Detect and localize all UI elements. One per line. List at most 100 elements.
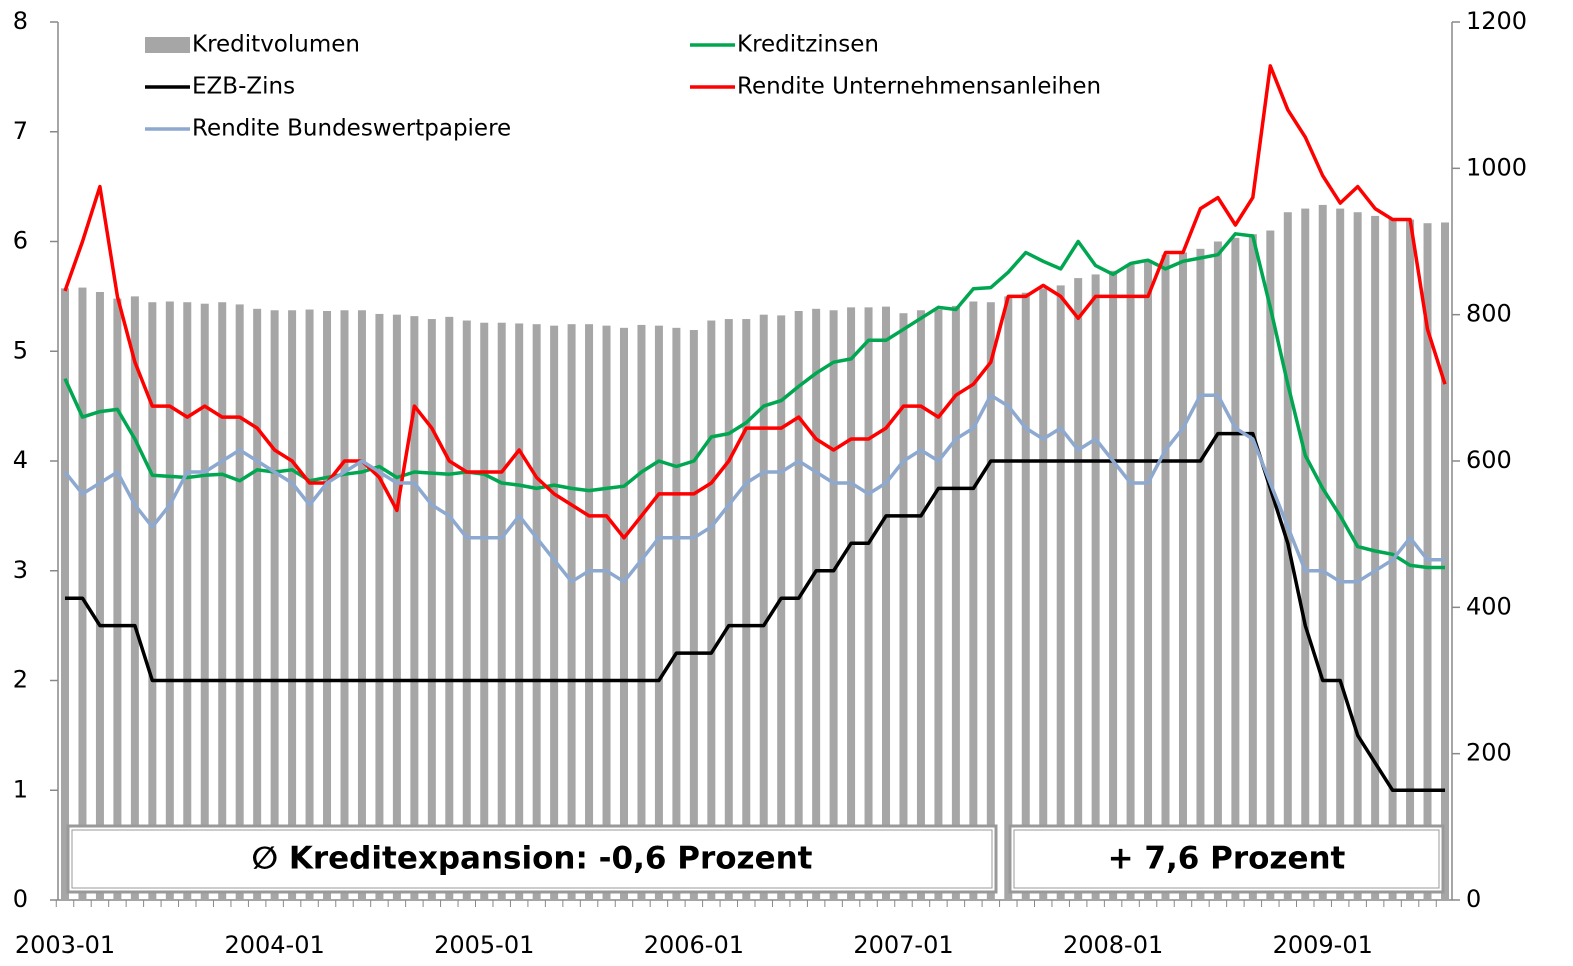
bar [585,324,594,900]
bar [847,307,856,901]
bar [882,306,891,900]
bar [602,325,611,900]
bar [1056,285,1065,900]
x-tick-label: 2009-01 [1273,931,1373,959]
bar [1423,223,1432,901]
bar [148,302,157,900]
y-tick-label: 1 [13,775,28,803]
bar [445,316,454,900]
annotation-box [1008,824,1445,894]
bar [550,325,559,900]
y2-tick-label: 1000 [1466,153,1527,181]
bar [777,315,786,901]
bar [270,310,279,900]
bar [724,319,733,901]
bar [183,302,192,900]
bar [1406,219,1415,901]
x-tick-label: 2005-01 [434,931,534,959]
bar [864,307,873,901]
y-tick-label: 6 [13,227,28,255]
bar [288,310,297,900]
annotation: + 7,6 Prozent [1108,841,1346,877]
bar [515,323,524,900]
bar [1231,237,1240,900]
bar [934,309,943,900]
bar [305,309,314,900]
bar [130,296,139,900]
bar [218,302,227,900]
bar [1266,230,1275,900]
y-tick-label: 7 [13,117,28,145]
y2-tick-label: 400 [1466,592,1512,620]
bar [986,302,995,900]
legend-label: EZB-Zins [192,74,295,100]
line [65,431,1445,793]
bar [689,330,698,900]
line [63,64,1447,540]
bar [567,324,576,900]
bar [78,287,87,901]
line [63,393,1445,584]
bar [357,310,366,900]
bar [95,291,104,900]
bar [235,304,244,900]
bar [1301,208,1310,900]
annotation: ∅ Kreditexpansion: -0,6 Prozent [252,841,813,877]
bar [1021,292,1030,900]
y-tick-label: 3 [13,556,28,584]
bar [742,319,751,901]
x-tick-label: 2008-01 [1063,931,1163,959]
bar [829,310,838,900]
bar [1318,204,1327,900]
legend-swatch [145,37,190,53]
bar [165,301,174,900]
bar [462,320,471,900]
bar [969,301,978,900]
bar [1109,270,1118,900]
bar [1039,288,1048,900]
bar [1196,248,1205,901]
bar [1091,274,1100,900]
bar [794,311,803,901]
y-tick-label: 5 [13,336,28,364]
legend-label: Rendite Unternehmensanleihen [737,74,1101,100]
bar [61,288,69,900]
x-tick-label: 2007-01 [853,931,953,959]
y2-tick-label: 0 [1466,885,1481,913]
bar [340,310,349,900]
y2-tick-label: 200 [1466,739,1512,767]
bar [1144,259,1153,901]
bar [1161,254,1170,901]
bar [497,322,506,901]
bar [1004,296,1013,900]
bar [1178,252,1187,901]
bar [1074,278,1083,900]
bar [707,320,716,900]
bar [323,311,332,901]
bar [427,319,436,901]
bar [654,325,663,900]
bar [113,298,122,900]
bar [672,327,681,900]
bar [1213,241,1222,900]
bar [253,308,262,900]
line [63,232,1445,570]
bar [375,313,384,900]
bar [1126,264,1135,900]
bar [410,316,419,900]
bar [1353,212,1362,900]
bar [1371,215,1380,900]
y2-tick-label: 1200 [1466,7,1527,35]
bar [812,308,821,900]
bar [759,314,768,901]
legend-label: Kreditvolumen [192,32,360,58]
bar [951,305,960,900]
bar [916,310,925,900]
bar [637,324,646,900]
y-tick-label: 0 [13,885,28,913]
annotation-inner [1013,829,1440,889]
y-tick-label: 8 [13,7,28,35]
legend-label: Kreditzinsen [737,32,879,58]
bar [200,303,209,901]
